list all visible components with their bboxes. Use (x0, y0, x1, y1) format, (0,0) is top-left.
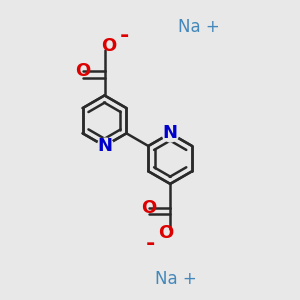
Text: O: O (158, 224, 174, 242)
Text: -: - (146, 234, 155, 254)
Text: O: O (101, 37, 116, 55)
Text: O: O (141, 199, 156, 217)
Text: N: N (163, 124, 178, 142)
Text: Na +: Na + (155, 270, 197, 288)
Text: -: - (120, 26, 129, 46)
Text: Na +: Na + (178, 17, 220, 35)
Text: N: N (97, 137, 112, 155)
Text: O: O (75, 62, 91, 80)
